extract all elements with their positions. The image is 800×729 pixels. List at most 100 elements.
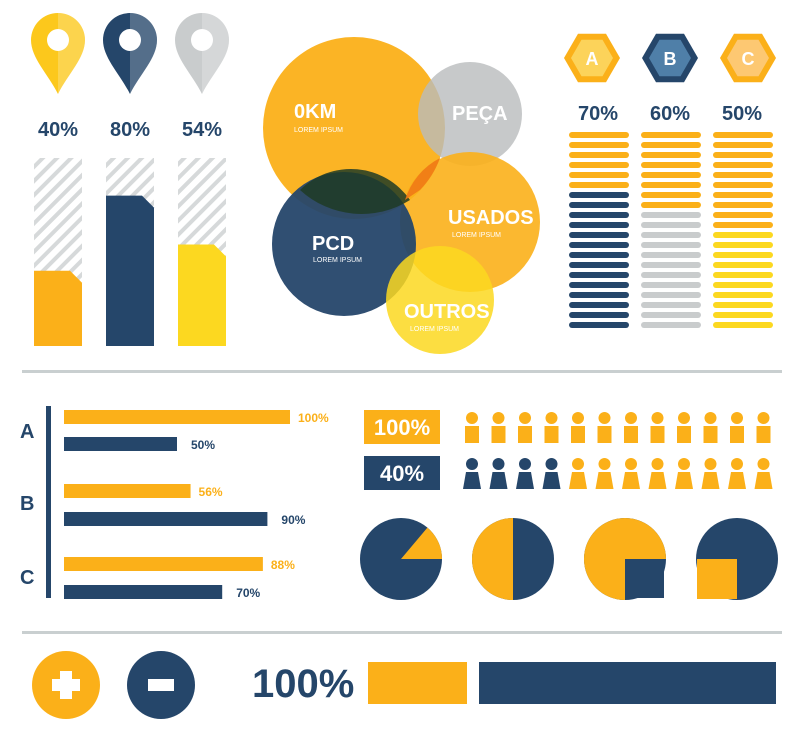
column-line (569, 172, 629, 178)
person-icon (650, 412, 665, 443)
column-line (641, 152, 701, 158)
column-line (641, 172, 701, 178)
column-line (569, 272, 629, 278)
column-line (641, 202, 701, 208)
person-icon (571, 412, 585, 443)
column-line (569, 152, 629, 158)
pie-chart (360, 518, 442, 600)
column-line (713, 162, 773, 168)
horizontal-bar-chart: A B C 100% 50% 56% 90% 88% 70% (20, 406, 329, 600)
pie-slice (472, 518, 513, 600)
column-line (569, 312, 629, 318)
venn-sub-0km: LOREM IPSUM (294, 127, 343, 134)
column-line (569, 282, 629, 288)
column-line (641, 192, 701, 198)
map-pin-icon (31, 12, 85, 95)
person-icon (648, 458, 667, 489)
column-line (569, 222, 629, 228)
venn-overlap (300, 169, 410, 214)
hbar-category-a: A (20, 421, 34, 443)
plus-button[interactable] (32, 651, 100, 719)
venn-label-usados: USADOS (448, 207, 534, 229)
column-line (713, 312, 773, 318)
horizontal-bar (64, 437, 177, 451)
column-line (641, 162, 701, 168)
hexagon-letter: A (586, 49, 599, 69)
column-line (569, 292, 629, 298)
column-line (569, 212, 629, 218)
venn-label-pcd: PCD (312, 233, 354, 255)
column-line (713, 292, 773, 298)
minus-button[interactable] (127, 651, 195, 719)
hexagon-letter: B (664, 49, 677, 69)
person-icon (624, 412, 638, 443)
horizontal-bar (64, 585, 223, 599)
column-line (569, 142, 629, 148)
pie-slice (401, 527, 442, 559)
column-line (569, 302, 629, 308)
split-bar-segment (368, 662, 467, 704)
column-line (641, 272, 701, 278)
column-line (641, 282, 701, 288)
horizontal-bar (64, 512, 268, 526)
map-pin-icon (103, 13, 157, 94)
hex-pct-c: 50% (722, 103, 762, 125)
column-line (569, 252, 629, 258)
venn-circle-outros (386, 246, 494, 354)
pin-label-3: 54% (182, 119, 222, 141)
pie-chart (472, 518, 554, 600)
bottom-percent-label: 100% (252, 662, 354, 706)
column-line (713, 172, 773, 178)
pie-charts (360, 518, 778, 600)
bar-value-label: 100% (298, 411, 329, 425)
divider (22, 370, 782, 373)
column-line (713, 302, 773, 308)
pie-chart (696, 518, 778, 600)
venn-label-peca: PEÇA (452, 103, 508, 125)
hexagon-badges: A B C (564, 33, 776, 83)
horizontal-bar (64, 484, 191, 498)
vertical-bar-chart (34, 158, 226, 346)
column-line (641, 252, 701, 258)
column-line (569, 132, 629, 138)
column-line (713, 282, 773, 288)
pin-label-2: 80% (110, 119, 150, 141)
column-line (641, 312, 701, 318)
hexagon-badge: A (564, 33, 620, 83)
tag-40 (364, 456, 440, 490)
venn-circle-peca (418, 62, 522, 166)
column-line (569, 182, 629, 188)
horizontal-bar (64, 410, 290, 424)
hex-percent-labels: 70% 60% 50% (578, 103, 762, 125)
hex-pct-a: 70% (578, 103, 618, 125)
venn-circle-0km (263, 37, 445, 219)
column-line (641, 292, 701, 298)
person-icon (622, 458, 640, 489)
person-icon (544, 412, 559, 443)
tag-100 (364, 410, 440, 444)
column-line (569, 242, 629, 248)
hexagon-badge: B (642, 33, 698, 83)
bar-value-label: 56% (199, 485, 223, 499)
column-line (713, 152, 773, 158)
column-line (569, 162, 629, 168)
person-icon (756, 412, 771, 443)
column-line (569, 192, 629, 198)
person-icon (518, 412, 532, 443)
person-icon (677, 412, 691, 443)
hexagon-badge: C (720, 33, 776, 83)
column-line (713, 192, 773, 198)
venn-sub-usados: LOREM IPSUM (452, 232, 501, 239)
column-line (713, 242, 773, 248)
venn-diagram: 0KM LOREM IPSUM PEÇA USADOS LOREM IPSUM … (263, 37, 540, 354)
hex-pct-b: 60% (650, 103, 690, 125)
person-icon (463, 458, 481, 489)
vertical-bar (34, 270, 82, 346)
minus-icon (148, 679, 174, 691)
pin-percent-labels: 40% 80% 54% (38, 119, 222, 141)
hbar-category-b: B (20, 493, 34, 515)
split-bar (368, 662, 776, 704)
tag-100-label: 100% (374, 415, 430, 440)
bar-value-label: 70% (236, 586, 260, 600)
person-icon (516, 458, 534, 489)
